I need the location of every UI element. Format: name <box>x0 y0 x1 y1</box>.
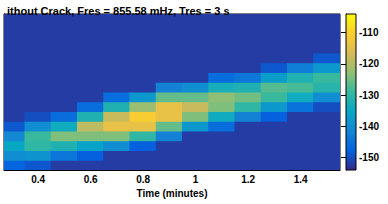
svg-text:-150: -150 <box>359 152 379 163</box>
svg-text:-120: -120 <box>359 58 379 69</box>
svg-text:1.2: 1.2 <box>241 174 255 185</box>
svg-text:-140: -140 <box>359 121 379 132</box>
svg-text:Time (minutes): Time (minutes) <box>137 188 208 199</box>
svg-text:1: 1 <box>193 174 199 185</box>
svg-text:-110: -110 <box>359 27 379 38</box>
svg-text:-130: -130 <box>359 90 379 101</box>
svg-text:0.6: 0.6 <box>84 174 98 185</box>
svg-text:ithout Crack, Fres = 855.58 mH: ithout Crack, Fres = 855.58 mHz, Tres = … <box>7 5 230 17</box>
svg-text:1.4: 1.4 <box>294 174 308 185</box>
svg-text:0.4: 0.4 <box>31 174 45 185</box>
svg-text:0.8: 0.8 <box>136 174 150 185</box>
